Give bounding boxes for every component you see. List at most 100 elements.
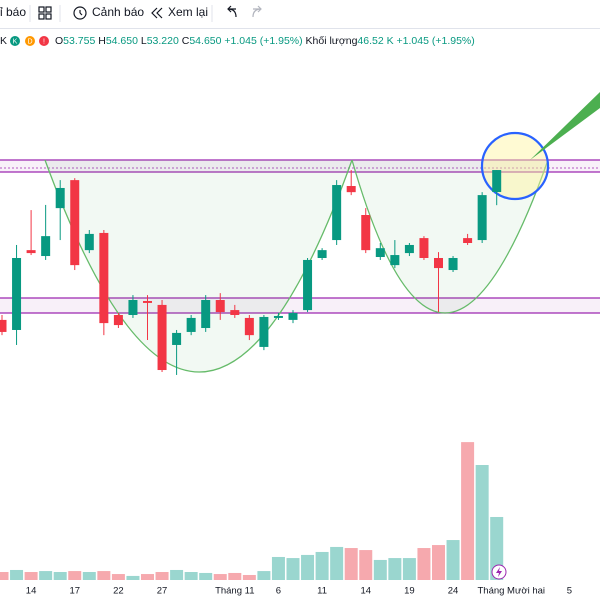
- candle-body: [273, 315, 283, 318]
- volume-bar: [242, 574, 256, 580]
- volume-bar: [10, 569, 24, 580]
- volume-bar: [53, 572, 67, 580]
- volume-bar: [228, 572, 242, 580]
- low-value: 53.220: [147, 35, 179, 47]
- volume-bar: [257, 571, 271, 580]
- label: H: [98, 35, 106, 47]
- volume-bar: [97, 571, 111, 580]
- candle-body: [70, 180, 80, 266]
- volume-bar: [141, 574, 154, 580]
- x-tick-label: 14: [26, 586, 37, 597]
- undo-button[interactable]: [227, 5, 237, 18]
- candle-body: [99, 232, 109, 324]
- candle-body: [230, 310, 240, 315]
- candle-body: [463, 238, 473, 244]
- x-tick-label: 14: [360, 586, 371, 597]
- indicators-button[interactable]: ỉ báo: [0, 5, 26, 19]
- x-tick-label: 17: [69, 586, 80, 597]
- candle-body: [215, 300, 225, 313]
- candle-body: [26, 250, 36, 254]
- legend-dot: [10, 36, 20, 46]
- redo-button[interactable]: [252, 5, 262, 18]
- candle-body: [55, 187, 65, 209]
- change: +1.045 (+1.95%): [224, 35, 302, 47]
- candle-body: [492, 170, 502, 193]
- candle-body: [128, 300, 138, 315]
- volume-bar: [417, 548, 431, 580]
- ohlc-legend: O53.755 H54.650 L53.220 C54.650 +1.045 (…: [55, 35, 475, 47]
- volume-bar: [126, 575, 140, 580]
- candle-body: [0, 319, 7, 332]
- candle-body: [157, 304, 167, 371]
- volume-bar: [24, 572, 38, 580]
- volume-bar: [402, 558, 416, 580]
- x-tick-label: Tháng 11: [215, 586, 254, 597]
- label: O: [55, 35, 63, 47]
- volume-bar: [315, 551, 329, 580]
- volume-bar: [344, 548, 358, 580]
- candle-body: [84, 233, 94, 251]
- volume-value: 46.52 K: [357, 35, 393, 47]
- x-tick-label: 19: [404, 586, 415, 597]
- candle-body: [361, 215, 371, 251]
- x-tick-label: 11: [317, 586, 327, 597]
- high-value: 54.650: [106, 35, 138, 47]
- x-tick-label: Tháng Mười hai: [477, 586, 545, 597]
- volume-bar: [199, 572, 213, 580]
- volume-bar: [388, 558, 402, 580]
- candle-body: [332, 185, 342, 241]
- legend-flag: K: [13, 38, 18, 45]
- candle-body: [404, 244, 414, 254]
- candle-body: [448, 257, 458, 271]
- alert-icon[interactable]: [73, 6, 87, 20]
- candle-body: [477, 195, 487, 241]
- candle-body: [288, 313, 298, 320]
- volume-bar: [432, 545, 445, 580]
- candle-body: [346, 186, 356, 193]
- label: C: [182, 35, 190, 47]
- volume-bar: [461, 442, 475, 580]
- volume-bar: [39, 571, 53, 580]
- alert-button[interactable]: Cảnh báo: [92, 5, 144, 19]
- label: L: [141, 35, 147, 47]
- volume-change: +1.045 (+1.95%): [397, 35, 475, 47]
- volume-bar: [0, 572, 9, 580]
- volume-bar: [330, 546, 344, 580]
- volume-bar: [359, 550, 373, 580]
- candle-body: [172, 332, 182, 345]
- layout-icon[interactable]: [38, 6, 52, 20]
- candle-body: [303, 259, 313, 311]
- volume-bar: [184, 572, 198, 580]
- candle-body: [186, 317, 196, 332]
- x-tick-label: 24: [448, 586, 459, 597]
- candle-body: [259, 316, 269, 347]
- candle-body: [317, 250, 327, 258]
- volume-bar: [155, 572, 169, 580]
- replay-icon[interactable]: [151, 7, 163, 19]
- toolbar: [0, 0, 600, 28]
- volume-bar: [373, 559, 387, 580]
- volume-title: Khối lượng: [306, 35, 358, 47]
- volume-bar: [68, 571, 82, 580]
- volume-bar: [271, 556, 285, 580]
- pattern-drawing: [0, 92, 600, 373]
- volume-bar: [213, 574, 227, 580]
- candle-body: [375, 248, 385, 258]
- volume-bar: [490, 516, 504, 580]
- volume-bar: [170, 569, 184, 580]
- replay-button[interactable]: Xem lại: [168, 5, 208, 19]
- volume-bar: [446, 540, 460, 580]
- candle-body: [113, 314, 123, 326]
- volume-bar: [82, 572, 96, 580]
- candle-body: [419, 238, 429, 258]
- volume-bar: [286, 558, 300, 580]
- volume-bar: [301, 554, 315, 580]
- candle-body: [12, 257, 22, 330]
- legend-dot: [25, 36, 35, 46]
- candle-body: [143, 300, 152, 303]
- event-bolt: [496, 567, 502, 577]
- candle-body: [244, 317, 254, 336]
- legend-flag: D: [27, 38, 32, 45]
